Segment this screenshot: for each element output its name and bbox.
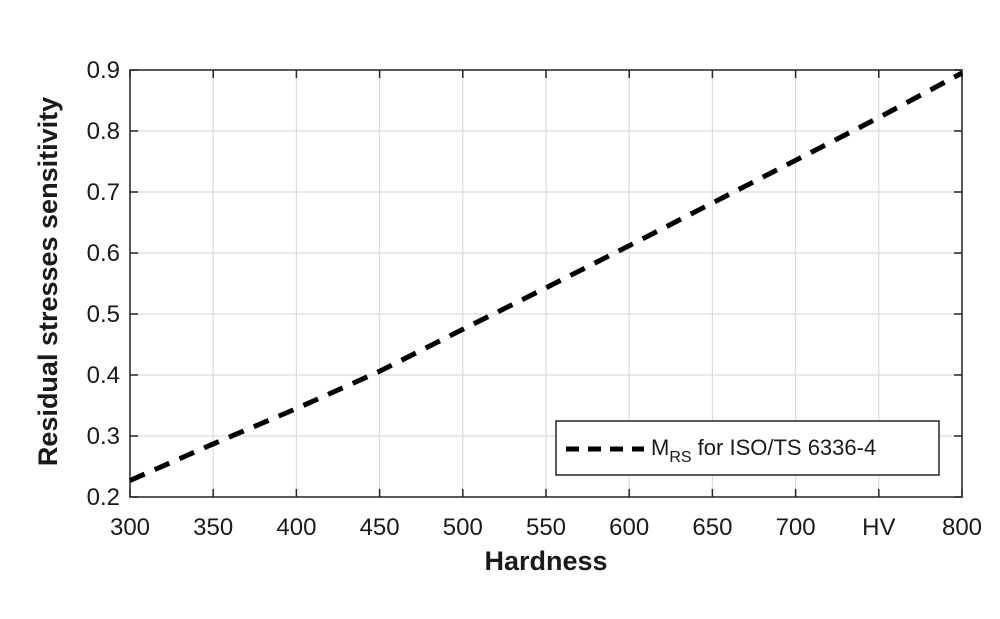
x-tick-label: HV (862, 514, 895, 541)
x-tick-label: 700 (776, 514, 816, 541)
y-tick-label: 0.5 (87, 301, 120, 328)
x-tick-label: 300 (110, 514, 150, 541)
x-tick-label: 600 (609, 514, 649, 541)
legend: MRS for ISO/TS 6336-4 (555, 420, 940, 476)
legend-label-subscript: RS (669, 449, 691, 466)
x-tick-label: 450 (360, 514, 400, 541)
axis-ticks (129, 69, 963, 498)
x-tick-label: 350 (193, 514, 233, 541)
x-tick-label: 800 (942, 514, 982, 541)
y-tick-label: 0.7 (87, 179, 120, 206)
y-tick-label: 0.3 (87, 423, 120, 450)
x-tick-label: 550 (526, 514, 566, 541)
y-tick-label: 0.6 (87, 240, 120, 267)
legend-label-main: M (651, 435, 669, 460)
x-axis-title: Hardness (484, 546, 607, 576)
legend-label: MRS for ISO/TS 6336-4 (651, 435, 876, 466)
y-tick-label: 0.8 (87, 118, 120, 145)
y-tick-labels: 0.2 0.3 0.4 0.5 0.6 0.7 0.8 0.9 (87, 57, 120, 511)
y-tick-label: 0.2 (87, 484, 120, 511)
x-tick-label: 650 (692, 514, 732, 541)
y-tick-label: 0.4 (87, 362, 120, 389)
legend-label-suffix: for ISO/TS 6336-4 (692, 435, 877, 460)
series-line (128, 70, 964, 483)
x-tick-label: 400 (276, 514, 316, 541)
x-tick-label: 500 (443, 514, 483, 541)
series-group (128, 70, 964, 483)
y-tick-label: 0.9 (87, 57, 120, 84)
x-tick-labels: 300 350 400 450 500 550 600 650 700 HV 800 (110, 514, 982, 541)
y-axis-title: Residual stresses sensitivity (33, 97, 63, 466)
